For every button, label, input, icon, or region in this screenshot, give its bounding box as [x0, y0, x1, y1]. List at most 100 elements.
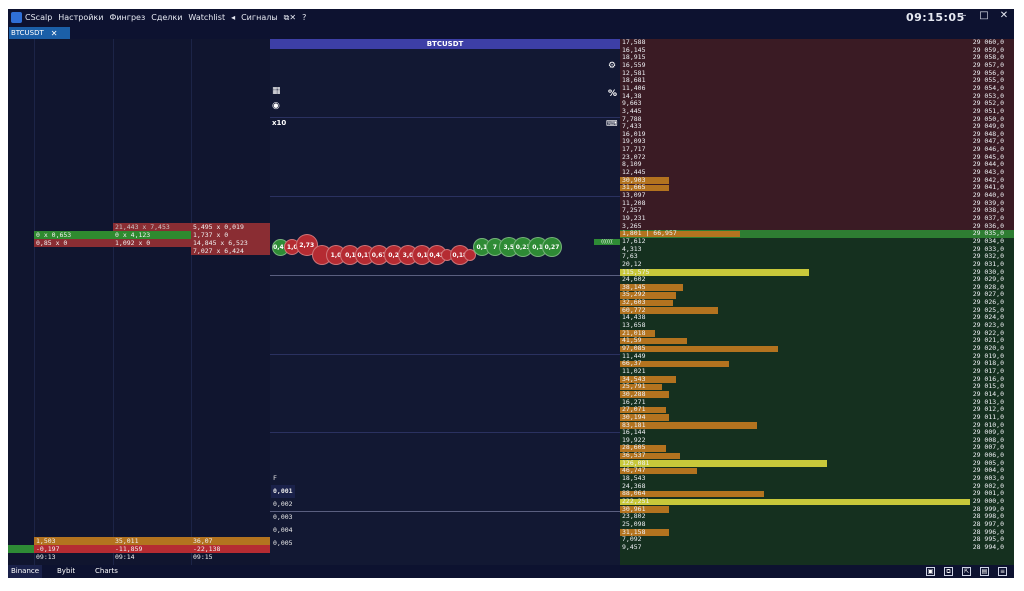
order-book-row[interactable]: 3,265 29 036,0 — [620, 222, 1014, 231]
chart-icon[interactable]: ▤ — [980, 567, 989, 576]
volume-filter-dropdown[interactable]: F — [273, 474, 277, 482]
order-book-row[interactable]: 35,292 29 027,0 — [620, 291, 1014, 299]
chart-book-icon[interactable]: ▦ — [272, 86, 281, 96]
order-book-row[interactable]: 12,445 29 043,0 — [620, 168, 1014, 177]
order-book-row[interactable]: 27,071 29 012,0 — [620, 406, 1014, 414]
export-icon[interactable]: ⇱ — [962, 567, 971, 576]
menu-fingrez[interactable]: Фингрез — [109, 13, 146, 22]
tab-charts[interactable]: Charts — [95, 567, 118, 575]
order-book-row[interactable]: 24,602 29 029,0 — [620, 275, 1014, 284]
order-book-row[interactable]: 34,543 29 016,0 — [620, 375, 1014, 384]
order-book-row[interactable]: 14,38 29 053,0 — [620, 92, 1014, 101]
order-book-row[interactable]: 21,018 29 022,0 — [620, 329, 1014, 338]
order-book-row[interactable]: 12,581 29 056,0 — [620, 69, 1014, 78]
order-book-row[interactable]: 11,208 29 039,0 — [620, 199, 1014, 208]
order-book-row[interactable]: 38,145 29 028,0 — [620, 283, 1014, 292]
order-book-row[interactable]: 19,093 29 047,0 — [620, 138, 1014, 146]
order-book-row[interactable]: 18,681 29 055,0 — [620, 77, 1014, 85]
help-icon[interactable]: ? — [302, 13, 307, 22]
order-book-row[interactable]: 16,019 29 048,0 — [620, 130, 1014, 139]
order-book-row[interactable]: 11,021 29 017,0 — [620, 367, 1014, 376]
order-book-row[interactable]: 19,922 29 008,0 — [620, 436, 1014, 445]
tab-binance[interactable]: Binance — [8, 565, 43, 578]
order-book-row[interactable]: 7,092 28 995,0 — [620, 536, 1014, 544]
order-book-row[interactable]: 4,313 29 033,0 — [620, 245, 1014, 254]
order-book-row[interactable]: 30,288 29 014,0 — [620, 390, 1014, 399]
order-book-row[interactable]: 7,63 29 032,0 — [620, 253, 1014, 261]
volume-option-2[interactable]: 0,002 — [273, 500, 293, 508]
order-book-row[interactable]: 11,406 29 054,0 — [620, 84, 1014, 93]
tab-btcusdt[interactable]: BTCUSDT ✕ — [9, 27, 70, 39]
order-book-row[interactable]: 30,961 28 999,0 — [620, 505, 1014, 514]
order-book-row[interactable]: 17,717 29 046,0 — [620, 145, 1014, 154]
volume-option-3[interactable]: 0,003 — [273, 513, 293, 521]
order-book-row[interactable]: 1,801 | 66,957 29 035,0 — [620, 230, 1014, 238]
order-book-row[interactable]: 18,915 29 058,0 — [620, 54, 1014, 62]
layout-icon[interactable]: ▣ — [926, 567, 935, 576]
order-book-row[interactable]: 16,145 29 059,0 — [620, 46, 1014, 55]
order-book-row[interactable]: 46,747 29 004,0 — [620, 467, 1014, 475]
menu-watchlist[interactable]: Watchlist — [188, 13, 226, 22]
close-button[interactable]: ✕ — [999, 10, 1009, 21]
order-book-row[interactable]: 11,449 29 019,0 — [620, 352, 1014, 361]
order-book-row[interactable]: 23,072 29 045,0 — [620, 153, 1014, 162]
eye-icon[interactable]: ◉ — [272, 101, 280, 111]
menu-signals[interactable]: Сигналы — [241, 13, 278, 22]
keyboard-icon[interactable]: ⌨ — [606, 119, 618, 128]
order-book-row[interactable]: 97,085 29 020,0 — [620, 344, 1014, 353]
percent-icon[interactable]: % — [608, 89, 618, 99]
menu-settings[interactable]: Настройки — [58, 13, 104, 22]
order-book-row[interactable]: 115,575 29 030,0 — [620, 268, 1014, 277]
order-book-row[interactable]: 16,559 29 057,0 — [620, 61, 1014, 70]
order-book-row[interactable]: 7,788 29 050,0 — [620, 115, 1014, 124]
window-detach-icon[interactable]: ⧉✕ — [283, 12, 297, 22]
order-book-row[interactable]: 8,109 29 044,0 — [620, 161, 1014, 169]
order-book-row[interactable]: 13,097 29 040,0 — [620, 191, 1014, 200]
order-book-row[interactable]: 16,271 29 013,0 — [620, 398, 1014, 407]
order-book-row[interactable]: 19,231 29 037,0 — [620, 214, 1014, 223]
order-book-row[interactable]: 16,144 29 009,0 — [620, 428, 1014, 437]
menu-icon[interactable]: ≡ — [998, 567, 1007, 576]
order-book-row[interactable]: 13,658 29 023,0 — [620, 321, 1014, 330]
order-book-row[interactable]: 14,438 29 024,0 — [620, 314, 1014, 322]
order-book-row[interactable]: 28,605 29 007,0 — [620, 444, 1014, 452]
multiplier-label[interactable]: x10 — [272, 119, 287, 127]
order-book-row[interactable]: 30,903 29 042,0 — [620, 176, 1014, 185]
tab-bybit[interactable]: Bybit — [57, 567, 76, 575]
order-book-row[interactable]: 36,537 29 006,0 — [620, 451, 1014, 460]
volume-option-1[interactable]: 0,001 — [271, 485, 295, 498]
order-book-row[interactable]: 3,445 29 051,0 — [620, 107, 1014, 116]
order-book-row[interactable]: 18,543 29 003,0 — [620, 474, 1014, 483]
order-book-row[interactable]: 30,194 29 011,0 — [620, 413, 1014, 422]
minimize-button[interactable]: – — [961, 10, 967, 21]
order-book-row[interactable]: 126,081 29 005,0 — [620, 459, 1014, 468]
collapse-arrow-icon[interactable]: ◂ — [231, 13, 236, 22]
gear-icon[interactable]: ⚙ — [608, 61, 617, 71]
volume-option-4[interactable]: 0,004 — [273, 526, 293, 534]
order-book-row[interactable]: 88,064 29 001,0 — [620, 490, 1014, 498]
order-book-row[interactable]: 23,802 28 998,0 — [620, 513, 1014, 521]
menu-deals[interactable]: Сделки — [151, 13, 183, 22]
order-book-row[interactable]: 9,663 29 052,0 — [620, 100, 1014, 108]
order-book-row[interactable]: 32,603 29 026,0 — [620, 298, 1014, 307]
order-book-row[interactable]: 17,588 29 060,0 — [620, 39, 1014, 47]
order-book-row[interactable]: 7,433 29 049,0 — [620, 122, 1014, 131]
order-book-row[interactable]: 60,772 29 025,0 — [620, 306, 1014, 315]
order-book-row[interactable]: 66,37 29 018,0 — [620, 360, 1014, 368]
order-book-row[interactable]: 9,457 28 994,0 — [620, 543, 1014, 552]
order-book-row[interactable]: 7,257 29 038,0 — [620, 207, 1014, 215]
tab-close-icon[interactable]: ✕ — [50, 28, 58, 38]
order-book-row[interactable]: 31,665 29 041,0 — [620, 184, 1014, 192]
maximize-button[interactable]: □ — [979, 10, 989, 21]
volume-option-5[interactable]: 0,005 — [273, 539, 293, 547]
window-icon[interactable]: ⧉ — [944, 567, 953, 576]
order-book-row[interactable]: 41,59 29 021,0 — [620, 337, 1014, 345]
order-book-row[interactable]: 25,791 29 015,0 — [620, 383, 1014, 391]
order-book-row[interactable]: 25,098 28 997,0 — [620, 520, 1014, 529]
order-book-row[interactable]: 31,158 28 996,0 — [620, 528, 1014, 537]
order-book-row[interactable]: 20,12 29 031,0 — [620, 260, 1014, 269]
order-book-row[interactable]: 83,181 29 010,0 — [620, 421, 1014, 430]
order-book-row[interactable]: 222,251 29 000,0 — [620, 497, 1014, 506]
order-book-row[interactable]: 17,612 29 034,0 — [620, 237, 1014, 246]
order-book-row[interactable]: 24,368 29 002,0 — [620, 482, 1014, 491]
